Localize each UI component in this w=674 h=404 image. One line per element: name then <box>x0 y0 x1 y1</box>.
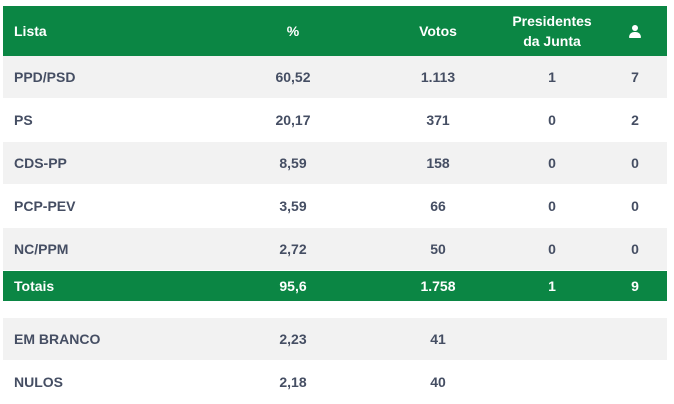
cell-presidentes: 0 <box>548 112 556 128</box>
cell-percent: 3,59 <box>279 198 307 214</box>
cell-votos: 371 <box>426 112 450 128</box>
cell-votos: 41 <box>430 331 446 347</box>
section-divider <box>3 301 667 318</box>
totals-label: Totais <box>14 278 55 294</box>
cell-percent: 2,72 <box>279 241 307 257</box>
table-row: EM BRANCO 2,23 41 <box>3 318 667 361</box>
cell-mandatos: 0 <box>631 241 639 257</box>
cell-lista: NULOS <box>14 374 63 390</box>
cell-lista: PPD/PSD <box>14 69 76 85</box>
cell-votos: 50 <box>430 241 446 257</box>
cell-votos: 66 <box>430 198 446 214</box>
table-row: PPD/PSD 60,52 1.113 1 7 <box>3 56 667 99</box>
header-mandatos <box>615 6 655 56</box>
cell-mandatos: 0 <box>631 198 639 214</box>
cell-mandatos: 7 <box>631 69 639 85</box>
totals-percent: 95,6 <box>279 278 307 294</box>
cell-presidentes: 0 <box>548 155 556 171</box>
cell-lista: PS <box>14 112 33 128</box>
user-icon <box>629 24 641 38</box>
cell-mandatos: 0 <box>631 155 639 171</box>
results-table: Lista % Votos Presidentes da Junta PPD/P… <box>3 6 667 403</box>
cell-presidentes: 0 <box>548 241 556 257</box>
totals-votos: 1.758 <box>420 278 456 294</box>
header-presidentes-line1: Presidentes <box>512 13 592 29</box>
table-header: Lista % Votos Presidentes da Junta <box>3 6 667 56</box>
table-row: NULOS 2,18 40 <box>3 361 667 403</box>
header-votos: Votos <box>419 23 457 39</box>
cell-votos: 158 <box>426 155 450 171</box>
header-percent: % <box>286 23 300 39</box>
cell-lista: NC/PPM <box>14 241 69 257</box>
table-row: PCP-PEV 3,59 66 0 0 <box>3 185 667 228</box>
totals-row: Totais 95,6 1.758 1 9 <box>3 271 667 301</box>
header-presidentes-line2: da Junta <box>523 33 581 49</box>
cell-percent: 60,52 <box>275 69 311 85</box>
header-presidentes: Presidentes da Junta <box>502 6 602 56</box>
cell-mandatos: 2 <box>631 112 639 128</box>
cell-percent: 8,59 <box>279 155 307 171</box>
table-row: PS 20,17 371 0 2 <box>3 99 667 142</box>
cell-lista: CDS-PP <box>14 155 67 171</box>
cell-lista: EM BRANCO <box>14 331 101 347</box>
table-row: NC/PPM 2,72 50 0 0 <box>3 228 667 270</box>
cell-percent: 2,18 <box>279 374 307 390</box>
cell-votos: 40 <box>430 374 446 390</box>
cell-lista: PCP-PEV <box>14 198 76 214</box>
cell-percent: 2,23 <box>279 331 307 347</box>
cell-presidentes: 0 <box>548 198 556 214</box>
table-row: CDS-PP 8,59 158 0 0 <box>3 142 667 185</box>
totals-mandatos: 9 <box>631 278 639 294</box>
cell-percent: 20,17 <box>275 112 311 128</box>
header-lista: Lista <box>14 23 47 39</box>
cell-votos: 1.113 <box>420 69 456 85</box>
totals-presidentes: 1 <box>548 278 556 294</box>
cell-presidentes: 1 <box>548 69 556 85</box>
